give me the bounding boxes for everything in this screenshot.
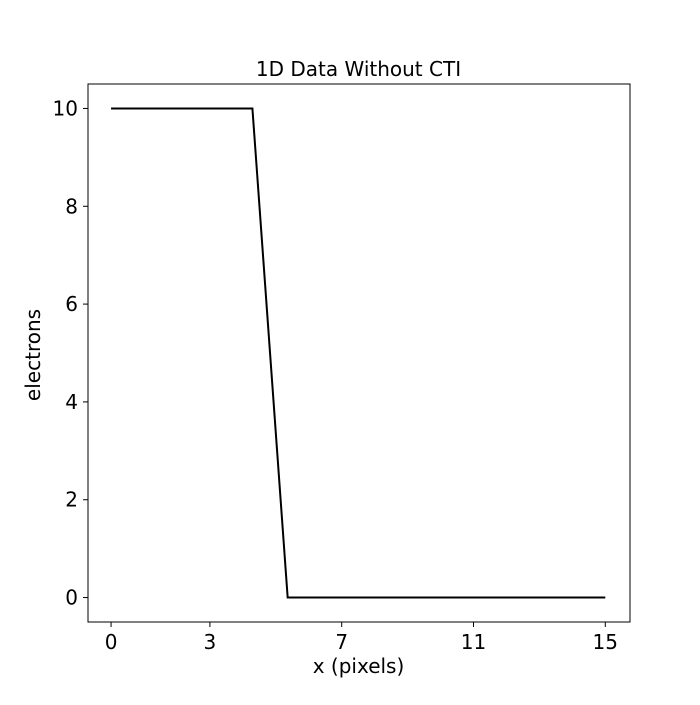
plot-area — [87, 83, 631, 623]
plot-frame — [87, 83, 631, 623]
y-tick-label: 6 — [65, 292, 78, 316]
y-tick-label: 2 — [65, 488, 78, 512]
y-tick-label: 10 — [53, 96, 78, 120]
x-tick-label: 3 — [204, 630, 217, 654]
x-axis-ticks: 0 3 7 11 15 — [105, 622, 618, 654]
x-tick-label: 0 — [105, 630, 118, 654]
x-axis-label: x (pixels) — [313, 654, 405, 678]
series-line-0 — [111, 107, 606, 599]
chart-title: 1D Data Without CTI — [256, 57, 461, 81]
y-tick-label: 8 — [65, 194, 78, 218]
y-tick-label: 0 — [65, 586, 78, 610]
y-tick-label: 4 — [65, 390, 78, 414]
x-tick-label: 11 — [461, 630, 486, 654]
y-axis-label: electrons — [21, 309, 45, 401]
x-tick-label: 15 — [593, 630, 618, 654]
x-tick-label: 7 — [335, 630, 348, 654]
y-axis-ticks: 0 2 4 6 8 10 — [53, 96, 88, 610]
